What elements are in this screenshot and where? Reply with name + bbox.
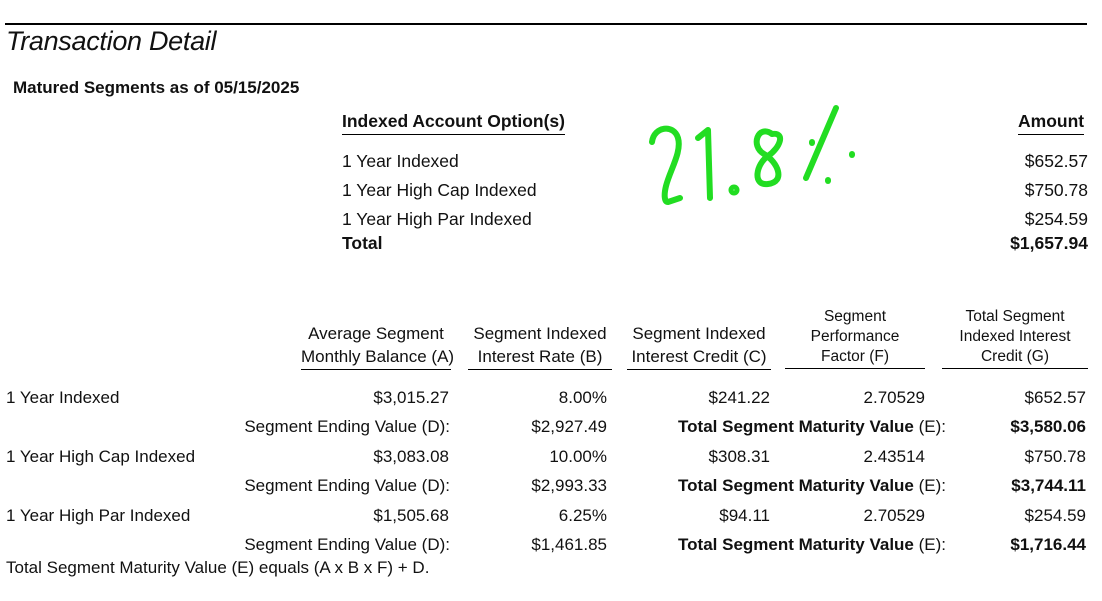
total-amount: $1,657.94 [1010,233,1088,253]
amount-header: Amount [1018,111,1085,135]
segment-name: 1 Year Indexed [6,388,120,407]
segment-interest-rate: 8.00% [558,388,607,407]
total-label: Total [342,233,383,253]
column-header-b: Segment Indexed Interest Rate (B) [468,322,612,370]
column-header-f: Segment Performance Factor (F) [785,307,925,369]
column-header-c: Segment Indexed Interest Credit (C) [627,322,771,370]
segment-interest-rate: 10.00% [549,447,607,466]
footnote: Total Segment Maturity Value (E) equals … [6,558,430,577]
ending-value-label: Segment Ending Value (D): [244,417,450,436]
option-name: 1 Year High Cap Indexed [342,180,537,200]
segment-avg-balance: $3,015.27 [373,388,449,407]
segment-maturity-value: $3,580.06 [1010,417,1086,436]
option-amount: $652.57 [1024,151,1088,171]
options-header: Indexed Account Option(s) [342,111,565,135]
segment-total-credit: $254.59 [1024,506,1086,525]
handwritten-annotation [649,105,855,205]
segment-interest-credit: $308.31 [708,447,770,466]
segment-name: 1 Year High Cap Indexed [6,447,196,466]
segment-name: 1 Year High Par Indexed [6,506,191,525]
segment-total-credit: $750.78 [1024,447,1086,466]
segment-maturity-value: $1,716.44 [1010,535,1086,554]
segment-performance-factor: 2.70529 [863,506,925,525]
segment-performance-factor: 2.43514 [863,447,925,466]
maturity-value-label: Total Segment Maturity Value (E): [678,417,946,436]
segment-ending-value: $2,927.49 [531,417,607,436]
maturity-value-label: Total Segment Maturity Value (E): [678,476,946,495]
segment-maturity-value: $3,744.11 [1011,476,1086,495]
option-amount: $254.59 [1024,209,1088,229]
maturity-value-label: Total Segment Maturity Value (E): [678,535,946,554]
segment-interest-credit: $241.22 [708,388,770,407]
segment-interest-credit: $94.11 [719,506,770,525]
segment-total-credit: $652.57 [1024,388,1086,407]
segment-ending-value: $1,461.85 [531,535,607,554]
top-rule [5,23,1087,25]
column-header-a: Average Segment Monthly Balance (A) [301,322,454,370]
option-name: 1 Year High Par Indexed [342,209,532,229]
segment-performance-factor: 2.70529 [863,388,925,407]
option-name: 1 Year Indexed [342,151,459,171]
ending-value-label: Segment Ending Value (D): [244,535,450,554]
column-header-g: Total Segment Indexed Interest Credit (G) [942,307,1088,369]
segment-avg-balance: $3,083.08 [373,447,449,466]
segment-interest-rate: 6.25% [558,506,607,525]
option-amount: $750.78 [1024,180,1088,200]
section-subtitle: Matured Segments as of 05/15/2025 [13,78,300,97]
segment-ending-value: $2,993.33 [531,476,607,495]
segment-avg-balance: $1,505.68 [373,506,449,525]
page-title: Transaction Detail [6,26,217,56]
ending-value-label: Segment Ending Value (D): [244,476,450,495]
